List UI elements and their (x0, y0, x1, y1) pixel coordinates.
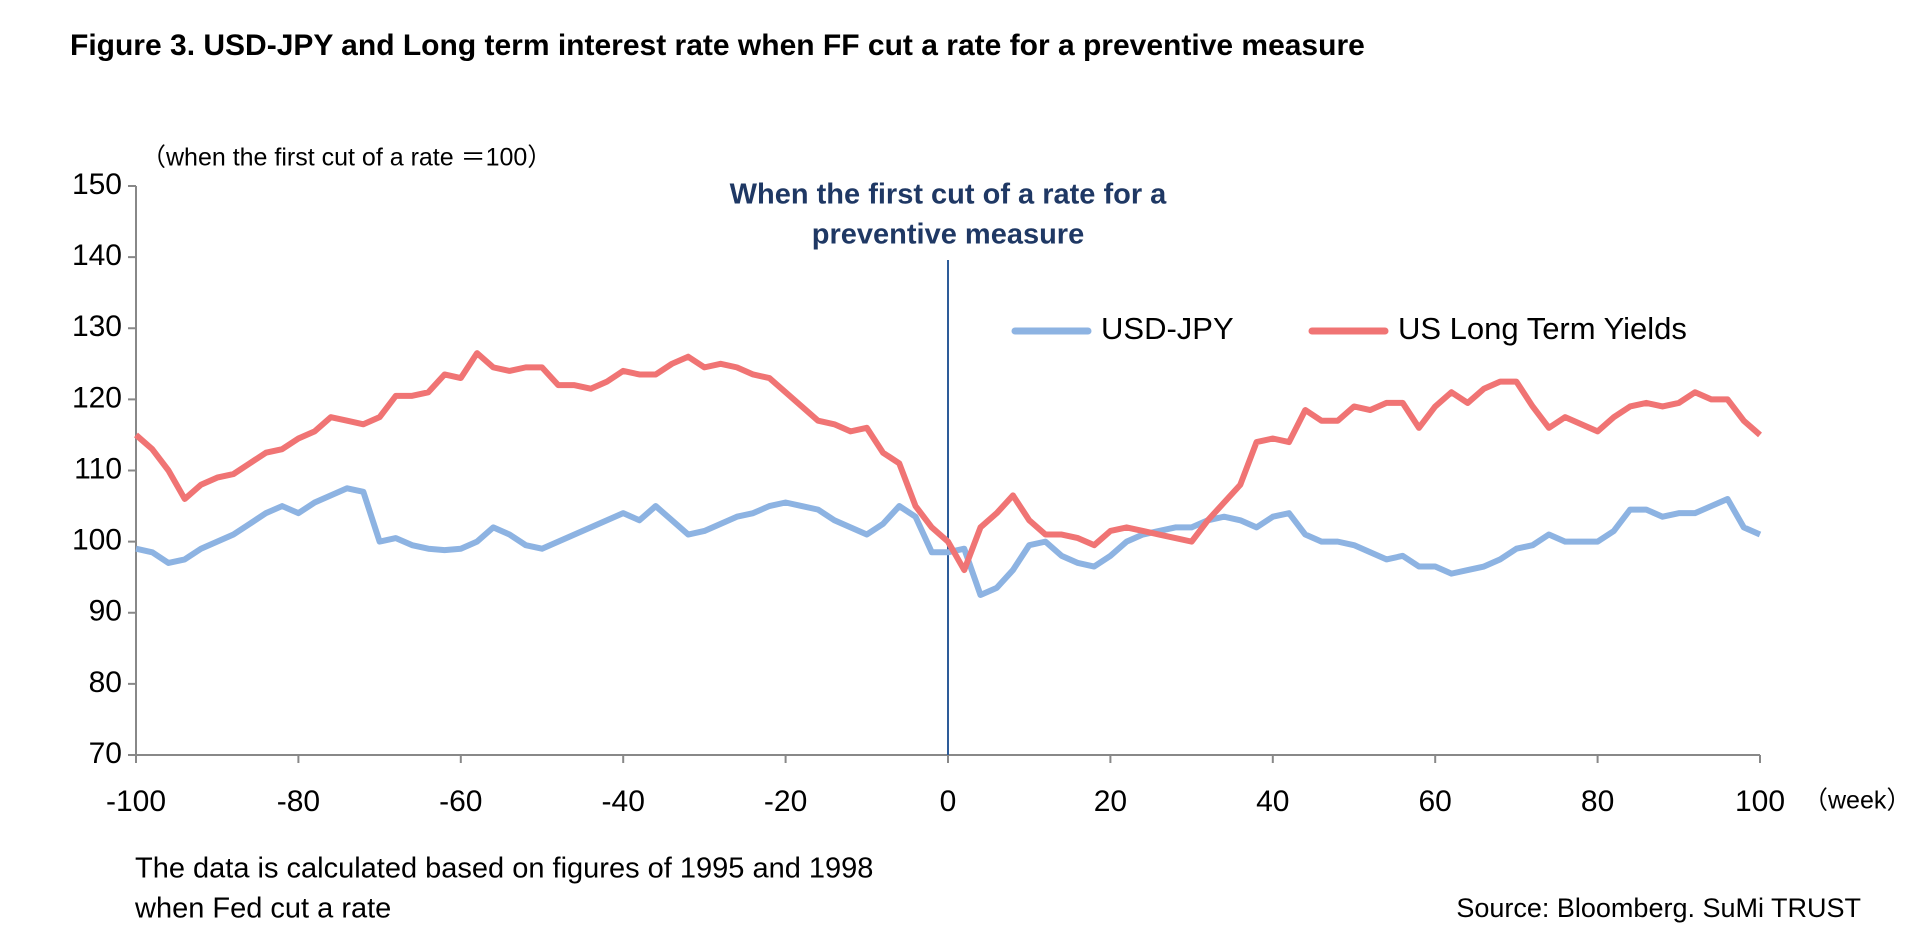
y-axis-label: （when the first cut of a rate ＝100） (141, 144, 552, 172)
x-tick-label: -20 (764, 785, 807, 818)
x-tick-label: -60 (439, 785, 482, 818)
x-tick-label: 0 (940, 785, 957, 818)
annotation: When the first cut of a rate for a (730, 179, 1168, 211)
footnote: when Fed cut a rate (134, 893, 391, 925)
x-tick-label: 100 (1735, 785, 1785, 818)
x-tick-label: -100 (106, 785, 166, 818)
y-tick-label: 150 (72, 168, 122, 201)
legend-label: US Long Term Yields (1398, 311, 1687, 346)
x-tick-label: 40 (1256, 785, 1289, 818)
legend-label: USD-JPY (1101, 311, 1234, 346)
annotation: preventive measure (812, 219, 1084, 251)
y-tick-label: 110 (74, 452, 122, 485)
x-tick-label: 80 (1581, 785, 1614, 818)
series-line (134, 350, 1762, 574)
y-tick-label: 120 (72, 381, 122, 414)
x-tick-label: 20 (1094, 785, 1127, 818)
y-tick-label: 80 (89, 666, 122, 699)
series-line (135, 485, 1762, 598)
y-tick-label: 130 (72, 310, 122, 343)
y-tick-label: 70 (89, 737, 122, 770)
source: Source: Bloomberg. SuMi TRUST (1456, 893, 1861, 923)
footnote: The data is calculated based on figures … (135, 853, 873, 885)
x-tick-label: -40 (602, 785, 645, 818)
x-tick-label: -80 (277, 785, 320, 818)
y-tick-label: 90 (89, 595, 122, 628)
y-tick-label: 100 (72, 524, 122, 557)
x-tick-label: 60 (1419, 785, 1452, 818)
y-tick-label: 140 (72, 239, 122, 272)
chart-title: Figure 3. USD-JPY and Long term interest… (70, 29, 1365, 62)
x-axis-label: （week） (1803, 787, 1911, 815)
